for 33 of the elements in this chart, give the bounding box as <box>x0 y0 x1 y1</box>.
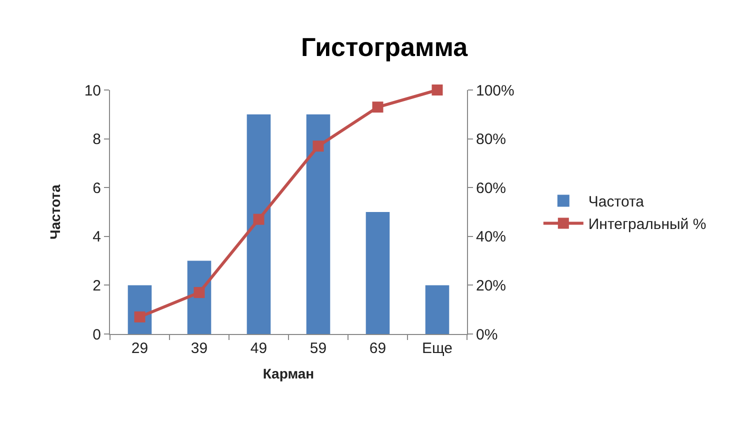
y2-tick-label: 20% <box>476 277 506 294</box>
point <box>194 287 205 298</box>
x-tick-label: 39 <box>190 340 208 357</box>
y-tick-label: 4 <box>92 228 101 246</box>
bar <box>306 114 330 334</box>
x-axis-title: Карман <box>262 365 314 382</box>
legend-label: Частота <box>588 194 645 211</box>
x-tick-label: 59 <box>310 340 327 357</box>
y2-tick-label: 40% <box>476 228 506 246</box>
point <box>134 311 146 322</box>
x-tick-label: Еще <box>422 340 453 357</box>
legend-label: Интегральный % <box>588 216 706 234</box>
y2-tick-label: 60% <box>476 180 506 197</box>
bar <box>425 285 450 334</box>
y-tick-label: 8 <box>92 131 101 148</box>
y-tick-label: 10 <box>84 82 101 100</box>
y-axis-title: Частота <box>46 184 63 240</box>
chart-title: Гистограмма <box>301 32 468 62</box>
point <box>432 84 443 96</box>
x-tick-label: 29 <box>131 340 148 357</box>
point <box>312 140 324 152</box>
y2-tick-label: 100% <box>476 82 514 100</box>
y-tick-label: 2 <box>92 277 101 294</box>
x-tick-label: 69 <box>369 340 386 357</box>
y-tick-label: 0 <box>92 326 101 344</box>
y2-tick-label: 0% <box>476 326 498 344</box>
x-tick-label: 49 <box>250 340 268 357</box>
point <box>372 102 384 113</box>
bar <box>366 212 390 334</box>
point <box>253 214 264 225</box>
y-tick-label: 6 <box>92 180 101 197</box>
bar <box>246 114 271 334</box>
y2-tick-label: 80% <box>476 131 506 148</box>
